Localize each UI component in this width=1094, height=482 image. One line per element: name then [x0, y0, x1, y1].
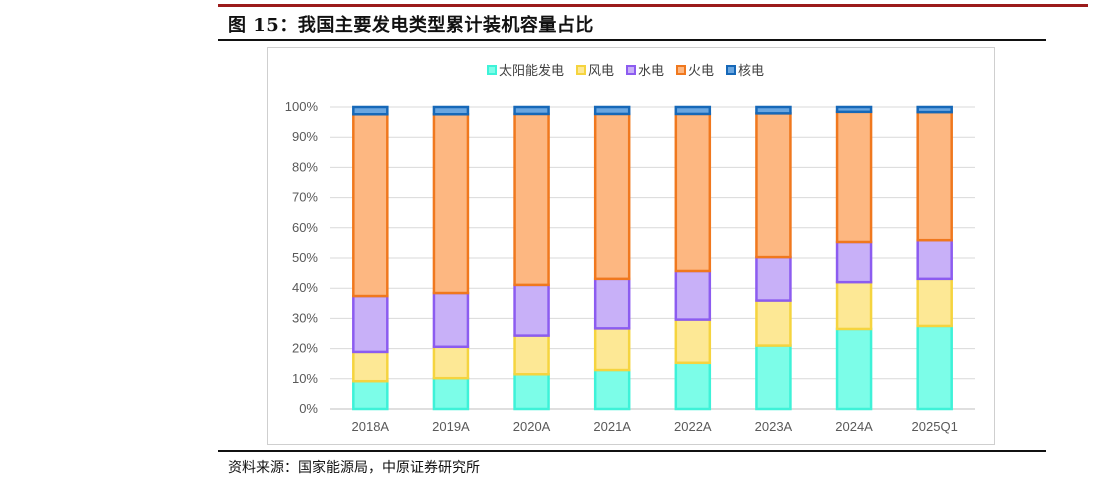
bar-segment [513, 112, 550, 287]
bar-segment [755, 299, 792, 347]
y-tick-label: 30% [292, 310, 318, 325]
bar-segment [835, 327, 873, 411]
y-tick-label: 70% [292, 190, 318, 205]
y-tick-label: 90% [292, 129, 318, 144]
bar-segment [835, 280, 873, 331]
title-rule [218, 39, 1046, 41]
y-tick-label: 80% [292, 159, 318, 174]
bar-segment [755, 112, 792, 259]
bar-segment [674, 361, 712, 411]
x-tick-label: 2019A [432, 419, 470, 434]
legend-swatch [676, 65, 686, 75]
bar-segment [352, 350, 389, 383]
bar-segment [835, 240, 873, 284]
legend-label: 风电 [588, 64, 614, 79]
x-tick-label: 2018A [352, 419, 390, 434]
bar-segment [755, 255, 792, 302]
bar-segment [835, 110, 873, 244]
y-tick-label: 10% [292, 371, 318, 386]
bar-segment [755, 105, 792, 115]
y-tick-label: 40% [292, 280, 318, 295]
bar-segment [593, 112, 631, 281]
figure-title: 图 15：我国主要发电类型累计装机容量占比 [228, 15, 594, 36]
y-tick-label: 0% [299, 401, 318, 416]
legend-swatch [487, 65, 497, 75]
legend-label: 水电 [638, 64, 664, 79]
bar-segment [755, 344, 792, 411]
legend-swatch [726, 65, 736, 75]
bar-segment [593, 277, 631, 330]
bar-segment [432, 291, 470, 349]
bar-segment [916, 277, 953, 328]
bar-segment [352, 105, 389, 116]
y-tick-label: 60% [292, 220, 318, 235]
y-tick-label: 50% [292, 250, 318, 265]
bar-segment [432, 105, 470, 116]
y-tick-label: 20% [292, 341, 318, 356]
x-tick-label: 2023A [755, 419, 793, 434]
bar-segment [513, 334, 550, 376]
bar-segment [916, 105, 953, 114]
bar-segment [352, 294, 389, 354]
bar-segment [513, 373, 550, 411]
bar-segment [674, 112, 712, 273]
source-note: 资料来源：国家能源局，中原证券研究所 [228, 460, 480, 476]
legend-label: 太阳能发电 [499, 63, 564, 79]
bar-segment [916, 324, 953, 411]
bar-segment [674, 318, 712, 365]
bar-segment [674, 105, 712, 116]
y-tick-label: 100% [285, 99, 319, 114]
x-tick-label: 2021A [593, 419, 631, 434]
bar-segment [432, 376, 470, 411]
x-tick-label: 2024A [835, 419, 873, 434]
bar-segment [432, 112, 470, 295]
bar-segment [513, 283, 550, 337]
bar-segment [835, 105, 873, 114]
legend-label: 火电 [688, 64, 714, 79]
legend-label: 核电 [738, 64, 764, 79]
bar-segment [916, 238, 953, 281]
top-rule [218, 4, 1088, 7]
bar-segment [593, 327, 631, 372]
bar-segment [513, 105, 550, 116]
bar-segment [674, 269, 712, 321]
x-tick-label: 2025Q1 [912, 419, 958, 434]
bar-segment [916, 110, 953, 242]
bottom-rule [218, 450, 1046, 452]
bar-segment [352, 112, 389, 298]
x-tick-label: 2022A [674, 419, 712, 434]
bar-segment [432, 345, 470, 380]
legend-swatch [576, 65, 586, 75]
x-tick-label: 2020A [513, 419, 551, 434]
bar-segment [593, 368, 631, 411]
bar-segment [352, 379, 389, 411]
legend-swatch [626, 65, 636, 75]
bar-segment [593, 105, 631, 116]
